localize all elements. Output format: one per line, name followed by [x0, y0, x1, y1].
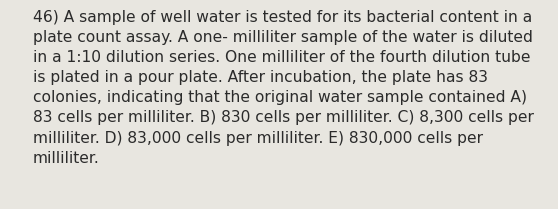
Text: 46) A sample of well water is tested for its bacterial content in a
plate count : 46) A sample of well water is tested for… — [33, 10, 533, 166]
